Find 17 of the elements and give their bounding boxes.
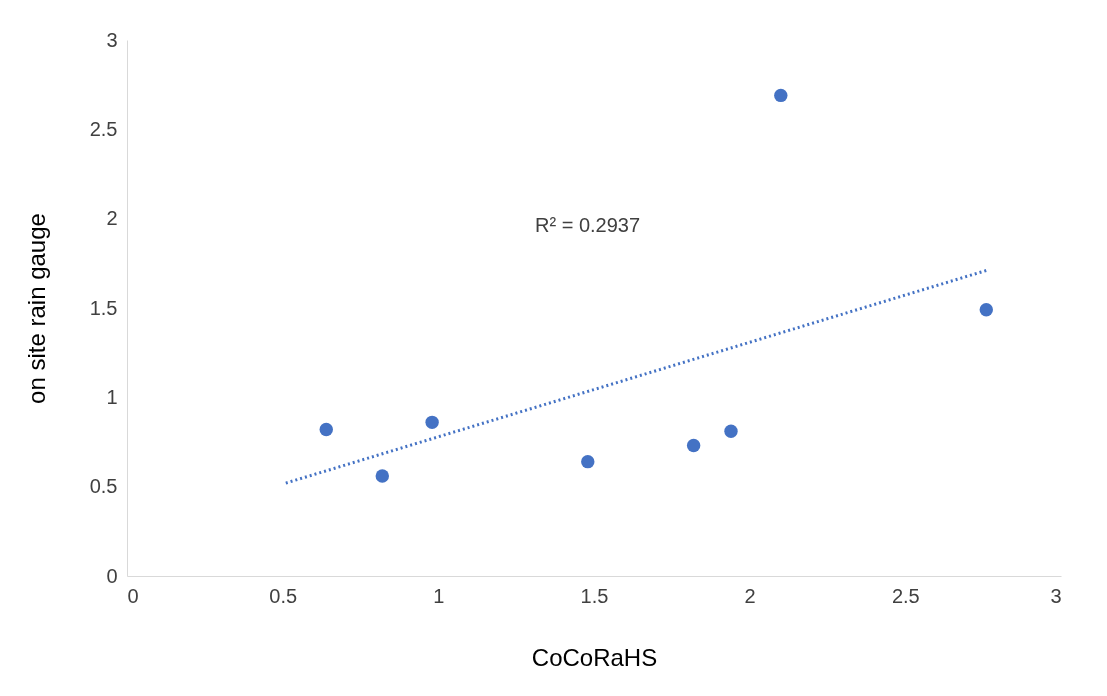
x-tick-label: 2 bbox=[744, 584, 756, 607]
x-tick-label: 1 bbox=[433, 584, 445, 607]
x-tick-label: 0.5 bbox=[269, 584, 298, 607]
x-tick-label: 0 bbox=[127, 584, 139, 607]
x-tick-label: 3 bbox=[1050, 584, 1062, 607]
y-axis-title: on site rain gauge bbox=[22, 213, 50, 404]
y-tick-label: 1 bbox=[106, 385, 118, 408]
x-tick-label: 1.5 bbox=[580, 584, 609, 607]
y-tick-label: 1.5 bbox=[89, 296, 118, 319]
y-tick-label: 0 bbox=[106, 564, 118, 587]
x-axis-title: CoCoRaHS bbox=[531, 643, 658, 671]
annotation: R² = 0.2937 bbox=[535, 214, 641, 236]
y-tick-label: 2 bbox=[106, 207, 118, 230]
y-tick-label: 3 bbox=[106, 28, 118, 51]
y-tick-label: 0.5 bbox=[89, 475, 118, 498]
y-tick-label: 2.5 bbox=[89, 117, 118, 140]
x-tick-label: 2.5 bbox=[891, 584, 920, 607]
